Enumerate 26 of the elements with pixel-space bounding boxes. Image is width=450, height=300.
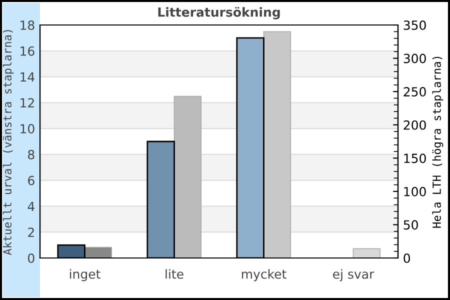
- y-tick-label: 4: [28, 202, 34, 211]
- x-tick-label: ej svar: [333, 269, 374, 282]
- bar: [352, 248, 381, 258]
- y2-tick-label: 250: [404, 87, 426, 96]
- x-tick-label: mycket: [242, 269, 286, 282]
- x-tick-label: lite: [166, 269, 184, 279]
- chart-title: Litteratursökning: [158, 6, 280, 20]
- y-tick-label: 18: [20, 20, 34, 30]
- y-tick-label: 8: [28, 150, 34, 160]
- y-tick-label: 16: [20, 46, 34, 56]
- y-tick-label: 0: [28, 253, 34, 263]
- y-tick-label: 2: [28, 228, 34, 237]
- y2-tick-label: 50: [404, 220, 418, 230]
- y-tick-label: 14: [20, 72, 34, 82]
- y-tick-label: 12: [20, 98, 34, 108]
- y2-tick-label: 150: [404, 154, 426, 164]
- y-tick-label: 6: [28, 176, 34, 186]
- y2-tick-label: 100: [404, 186, 426, 196]
- y2-tick-label: 0: [404, 253, 410, 263]
- y-axis-title: Aktuellt urval (vänstra staplarna): [2, 30, 14, 256]
- y2-tick-label: 200: [404, 120, 426, 130]
- y-tick-label: 10: [20, 124, 34, 134]
- y2-tick-label: 350: [404, 20, 426, 30]
- y2-axis-title: Hela LTH (högra staplarna): [432, 56, 444, 228]
- y2-tick-label: 300: [404, 54, 426, 64]
- x-tick-label: inget: [70, 269, 100, 282]
